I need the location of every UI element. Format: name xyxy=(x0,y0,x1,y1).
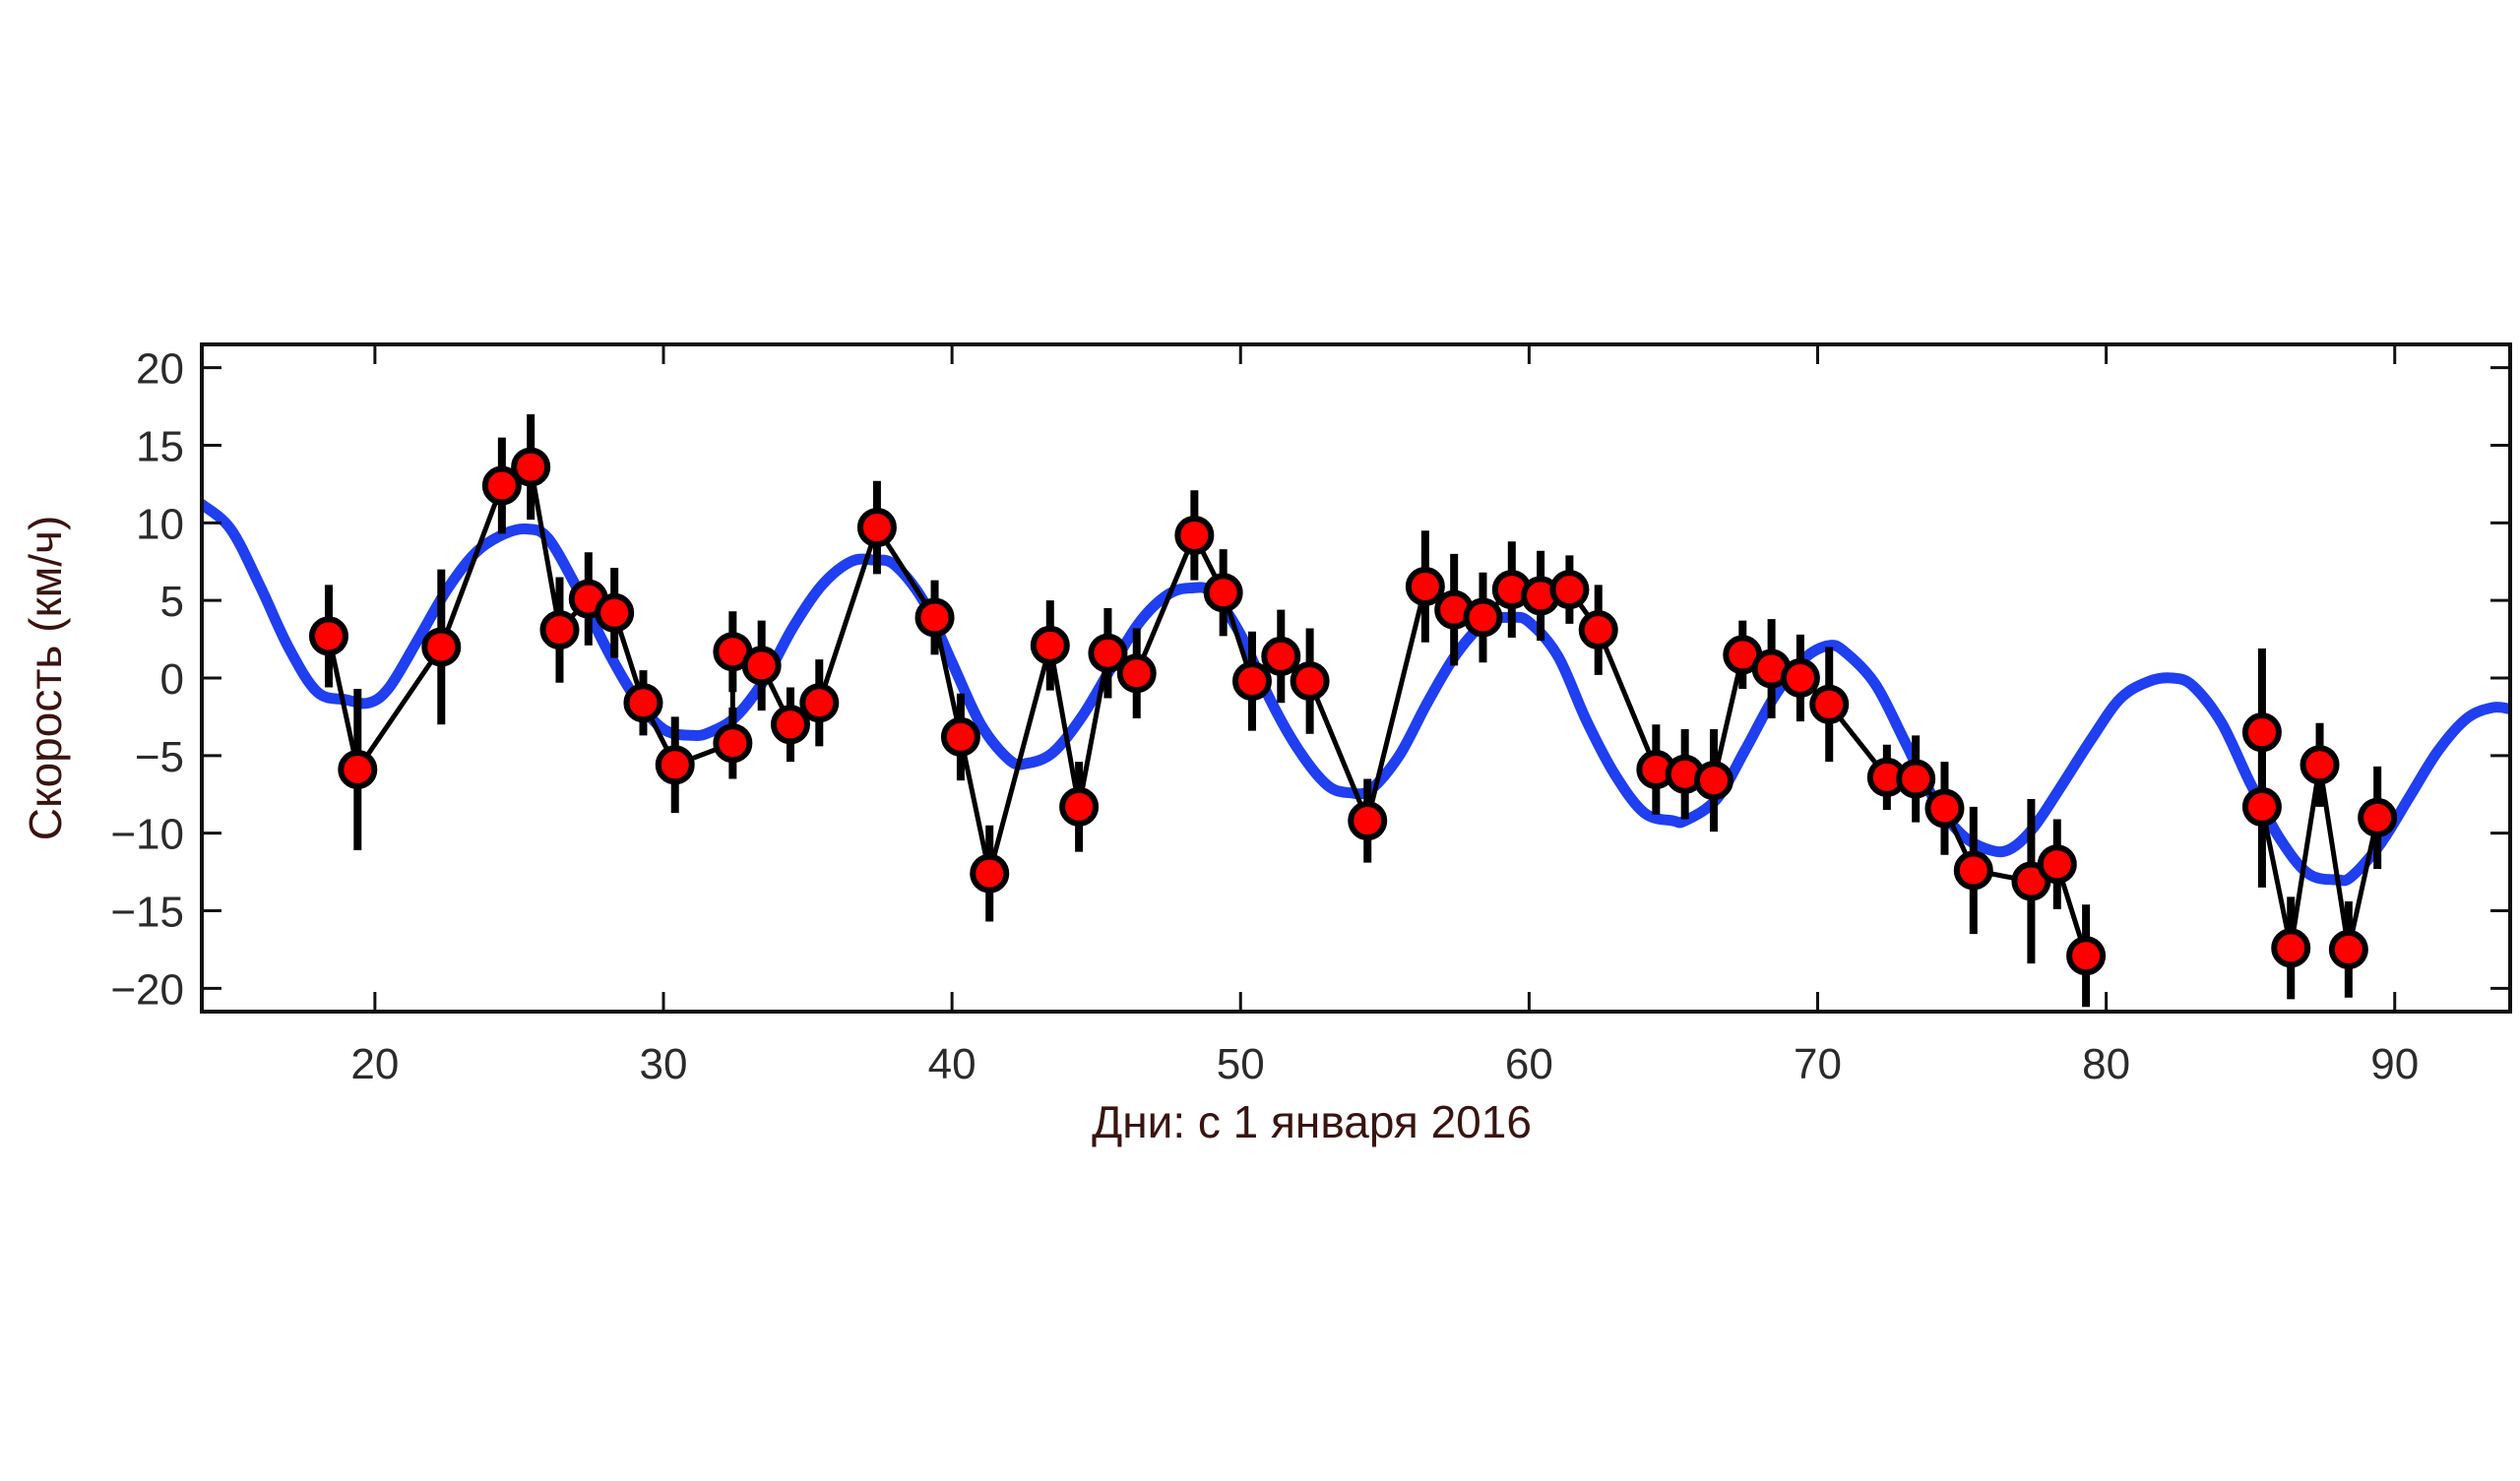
data-point xyxy=(1463,597,1503,638)
data-point xyxy=(655,745,695,785)
y-tick-label: −15 xyxy=(110,889,184,937)
data-point xyxy=(1924,788,1965,829)
data-point xyxy=(511,447,551,487)
data-point xyxy=(856,508,897,548)
x-tick-label: 30 xyxy=(640,1040,688,1088)
x-tick-label: 40 xyxy=(928,1040,976,1088)
data-point xyxy=(2358,797,2398,837)
data-point xyxy=(940,716,980,757)
data-point xyxy=(741,646,782,686)
y-tick-label: −5 xyxy=(135,733,184,781)
data-point xyxy=(2241,712,2282,753)
data-point xyxy=(1174,515,1215,555)
y-axis-title: Скорость (км/ч) xyxy=(20,516,71,841)
data-point xyxy=(1693,761,1733,801)
y-tick-label: 20 xyxy=(136,345,184,394)
data-point xyxy=(1809,684,1850,724)
data-point xyxy=(2037,844,2077,885)
data-point xyxy=(1405,566,1445,606)
data-point xyxy=(2271,928,2311,968)
data-point xyxy=(2241,786,2282,827)
data-point xyxy=(1780,658,1820,698)
x-tick-label: 50 xyxy=(1217,1040,1265,1088)
data-point-layer xyxy=(308,447,2398,976)
data-point xyxy=(1116,653,1157,694)
data-point xyxy=(1088,633,1128,673)
data-point xyxy=(338,750,378,790)
data-point xyxy=(1348,801,1388,841)
data-point xyxy=(1896,759,1936,799)
data-point xyxy=(1290,661,1330,702)
y-tick-label: 0 xyxy=(160,655,184,704)
x-tick-label: 70 xyxy=(1794,1040,1842,1088)
data-point xyxy=(308,616,348,656)
data-point xyxy=(2066,936,2107,976)
data-point xyxy=(481,465,522,506)
data-point xyxy=(595,592,635,633)
data-point xyxy=(970,853,1010,894)
data-point xyxy=(2328,929,2368,969)
x-tick-label: 20 xyxy=(350,1040,399,1088)
data-point xyxy=(799,683,840,723)
data-point xyxy=(1953,850,1993,891)
data-point xyxy=(1231,661,1272,702)
y-tick-label: 10 xyxy=(136,500,184,548)
data-point xyxy=(1578,610,1618,650)
data-point xyxy=(1203,573,1243,613)
y-tick-label: −20 xyxy=(110,965,184,1014)
data-point xyxy=(1261,636,1301,676)
data-point xyxy=(2300,745,2340,785)
data-point xyxy=(770,705,810,745)
data-point xyxy=(1059,786,1100,827)
y-tick-label: 15 xyxy=(136,422,184,470)
data-point xyxy=(1549,570,1590,610)
data-point xyxy=(421,627,462,667)
x-tick-label: 90 xyxy=(2370,1040,2419,1088)
x-tick-label: 60 xyxy=(1505,1040,1553,1088)
x-axis-title: Дни: с 1 января 2016 xyxy=(1092,1096,1532,1147)
data-point xyxy=(623,683,663,723)
y-tick-label: −10 xyxy=(110,811,184,859)
data-point xyxy=(1030,625,1070,665)
data-point xyxy=(713,723,753,764)
data-point xyxy=(914,597,955,638)
data-point xyxy=(539,610,580,650)
x-tick-label: 80 xyxy=(2082,1040,2130,1088)
y-tick-label: 5 xyxy=(160,578,184,626)
